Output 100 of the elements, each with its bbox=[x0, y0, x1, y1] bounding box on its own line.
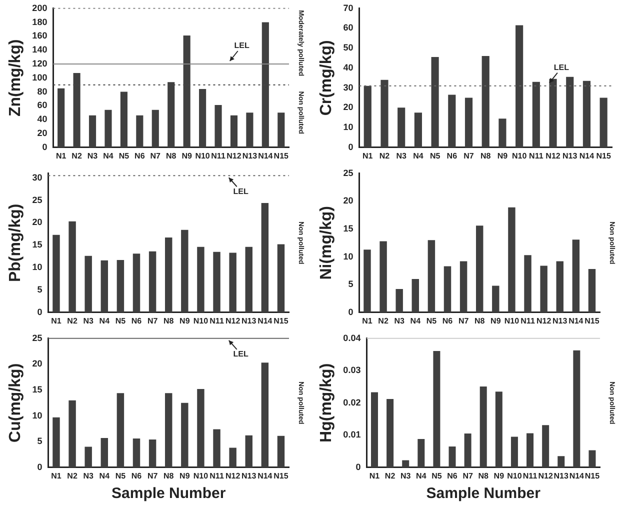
y-tick-label: 5 bbox=[348, 279, 354, 290]
bar bbox=[433, 350, 440, 468]
x-tick-label: N6 bbox=[134, 151, 146, 160]
y-tick-label: 80 bbox=[37, 86, 48, 96]
x-tick-label: N1 bbox=[51, 316, 62, 326]
bar bbox=[84, 446, 92, 468]
y-tick-label: 25 bbox=[32, 332, 42, 343]
y-tick-label: 0.01 bbox=[343, 430, 361, 440]
y-tick-label: 100 bbox=[32, 72, 48, 82]
bar bbox=[277, 244, 285, 312]
bar bbox=[588, 269, 596, 312]
bar bbox=[492, 286, 500, 312]
y-axis-title: Pb(mg/kg) bbox=[7, 204, 24, 282]
y-tick-label: 30 bbox=[343, 82, 354, 92]
y-axis-title: Cu(mg/kg) bbox=[7, 363, 24, 442]
x-tick-label: N12 bbox=[538, 471, 554, 480]
x-tick-label: N13 bbox=[554, 471, 569, 480]
x-tick-label: N15 bbox=[584, 316, 600, 326]
y-tick-label: 20 bbox=[343, 196, 354, 206]
x-tick-label: N4 bbox=[416, 471, 427, 480]
x-tick-label: N10 bbox=[193, 316, 209, 326]
y-tick-label: 20 bbox=[32, 217, 42, 228]
x-tick-label: N12 bbox=[225, 316, 241, 326]
ref-line-label: LEL bbox=[233, 186, 249, 196]
bar bbox=[68, 221, 76, 312]
x-tick-label: N8 bbox=[480, 151, 492, 160]
y-tick-label: 0 bbox=[37, 306, 42, 317]
x-tick-label: N4 bbox=[99, 316, 110, 326]
x-tick-label: N3 bbox=[394, 316, 405, 326]
bar bbox=[542, 425, 550, 468]
bar bbox=[480, 386, 487, 468]
bar bbox=[386, 399, 394, 468]
x-tick-label: N14 bbox=[258, 151, 274, 160]
bar bbox=[116, 393, 124, 468]
x-tick-label: N6 bbox=[446, 151, 458, 160]
x-tick-label: N15 bbox=[274, 151, 290, 160]
x-tick-label: N4 bbox=[413, 151, 424, 160]
bar bbox=[245, 435, 252, 468]
y-tick-label: 40 bbox=[37, 114, 48, 124]
bar bbox=[380, 80, 388, 148]
x-tick-label: N7 bbox=[147, 316, 158, 326]
y-tick-label: 180 bbox=[32, 16, 48, 27]
bar bbox=[213, 252, 220, 312]
bar bbox=[245, 246, 252, 312]
y-tick-label: 25 bbox=[32, 194, 42, 205]
x-tick-label: N4 bbox=[99, 471, 110, 480]
x-tick-label: N10 bbox=[193, 471, 209, 480]
bar bbox=[572, 240, 580, 312]
bar bbox=[229, 448, 236, 468]
ref-line-label: LEL bbox=[234, 41, 250, 50]
bar bbox=[277, 436, 285, 468]
bar bbox=[558, 456, 565, 468]
x-tick-label: N9 bbox=[180, 316, 190, 326]
y-tick-label: 20 bbox=[343, 102, 354, 112]
x-tick-label: N12 bbox=[226, 151, 242, 160]
x-tick-label: N4 bbox=[103, 151, 114, 160]
y-tick-label: 5 bbox=[37, 436, 42, 446]
y-tick-label: 25 bbox=[343, 168, 354, 178]
x-tick-label: N9 bbox=[490, 316, 502, 326]
bar bbox=[516, 25, 524, 148]
x-tick-label: N13 bbox=[242, 316, 257, 326]
x-tick-label: N13 bbox=[242, 471, 257, 480]
bar bbox=[199, 89, 206, 148]
x-tick-label: N2 bbox=[379, 151, 390, 160]
x-tick-label: N10 bbox=[507, 471, 522, 480]
bar bbox=[402, 460, 410, 468]
bar bbox=[88, 115, 96, 148]
x-tick-label: N2 bbox=[384, 471, 396, 480]
y-axis-title: Zn(mg/kg) bbox=[7, 39, 24, 117]
bar bbox=[380, 241, 387, 312]
x-tick-label: N1 bbox=[362, 151, 374, 160]
x-tick-label: N8 bbox=[166, 151, 177, 160]
x-tick-label: N11 bbox=[210, 471, 224, 480]
bar bbox=[582, 80, 591, 148]
x-tick-label: N15 bbox=[584, 471, 600, 480]
bar bbox=[136, 115, 144, 148]
bar bbox=[52, 234, 60, 312]
x-axis-title: Sample Number bbox=[112, 485, 226, 502]
x-tick-label: N9 bbox=[180, 471, 190, 480]
bar bbox=[396, 289, 403, 312]
bar bbox=[495, 392, 502, 468]
x-tick-label: N13 bbox=[242, 151, 258, 160]
y-tick-label: 15 bbox=[32, 384, 42, 394]
bar bbox=[549, 78, 557, 148]
bar bbox=[566, 76, 574, 148]
x-tick-label: N2 bbox=[378, 316, 389, 326]
y-tick-label: 40 bbox=[343, 62, 354, 72]
bar bbox=[148, 440, 156, 468]
bar bbox=[197, 246, 204, 312]
bar bbox=[412, 279, 420, 312]
bar bbox=[448, 446, 456, 468]
x-tick-label: N14 bbox=[258, 471, 273, 480]
bar bbox=[573, 350, 580, 468]
bar bbox=[508, 207, 516, 312]
x-tick-label: N1 bbox=[56, 151, 67, 160]
bar bbox=[181, 230, 188, 312]
ref-line-label: LEL bbox=[233, 350, 249, 359]
bar bbox=[104, 110, 112, 148]
bar bbox=[100, 260, 108, 312]
bar bbox=[364, 250, 371, 312]
